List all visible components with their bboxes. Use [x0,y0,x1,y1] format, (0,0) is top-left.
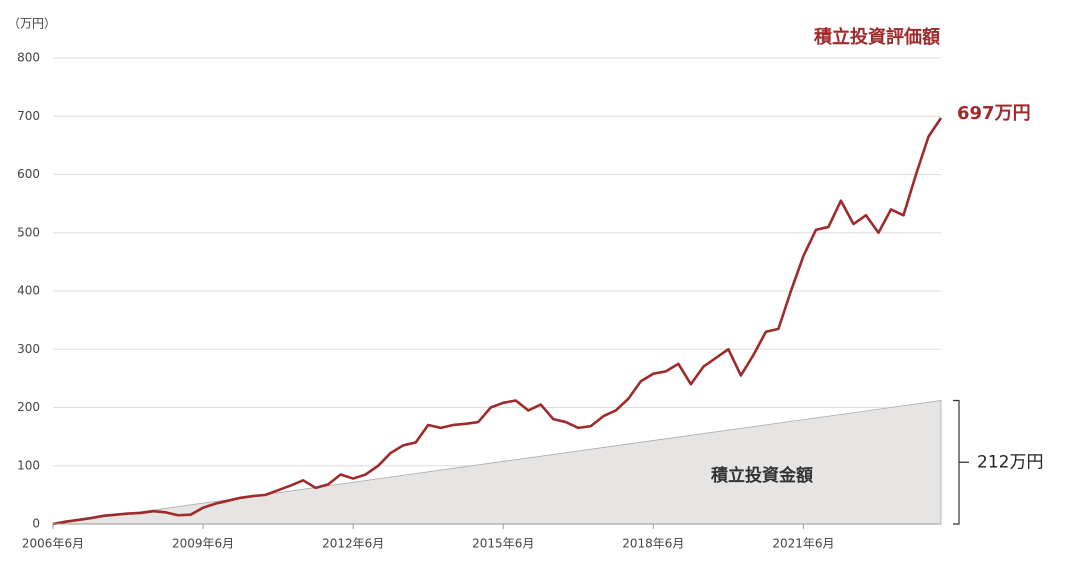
chart-title: 積立投資評価額 [813,26,940,48]
area [52,400,942,525]
end-label: 697万円 [957,103,1031,124]
y-tick-label: 600 [17,167,40,181]
x-tick-label: 2018年6月 [622,537,684,551]
line [52,117,943,526]
y-tick-label: 400 [17,284,40,298]
y-unit: （万円） [8,17,56,31]
bracket [953,399,969,525]
x-tick-label: 2006年6月 [22,537,84,551]
y-tick-label: 200 [17,400,40,414]
end-label: 212万円 [977,452,1043,472]
y-tick-label: 500 [17,225,40,239]
x-tick-label: 2012年6月 [322,537,384,551]
area-label: 積立投資金額 [711,465,813,486]
y-tick-label: 800 [17,51,40,65]
y-tick-label: 0 [32,517,40,531]
y-tick-label: 300 [17,342,40,356]
y-tick-label: 700 [17,109,40,123]
x-tick-label: 2021年6月 [772,537,834,551]
x-tick-label: 2009年6月 [172,537,234,551]
y-tick-label: 100 [17,458,40,472]
x-tick-label: 2015年6月 [472,537,534,551]
